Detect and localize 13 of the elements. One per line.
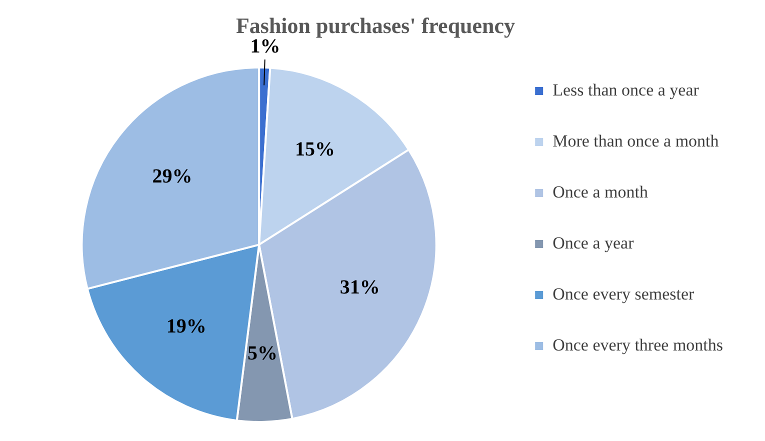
legend-label: Once a month: [552, 182, 648, 202]
data-label: 31%: [340, 276, 380, 299]
legend-label: More than once a month: [552, 131, 720, 150]
chart-title: Fashion purchases' frequency: [236, 12, 516, 38]
legend-label: Once a year: [552, 233, 634, 252]
legend-label: Less than once a year: [552, 80, 700, 100]
data-label: 1%: [250, 36, 280, 58]
data-label: 19%: [166, 315, 206, 338]
data-label: 5%: [248, 342, 278, 365]
legend-label: Once every semester: [552, 284, 695, 304]
data-label: 29%: [152, 165, 192, 188]
data-label: 15%: [295, 138, 336, 160]
legend-label: Once every three months: [552, 335, 724, 354]
